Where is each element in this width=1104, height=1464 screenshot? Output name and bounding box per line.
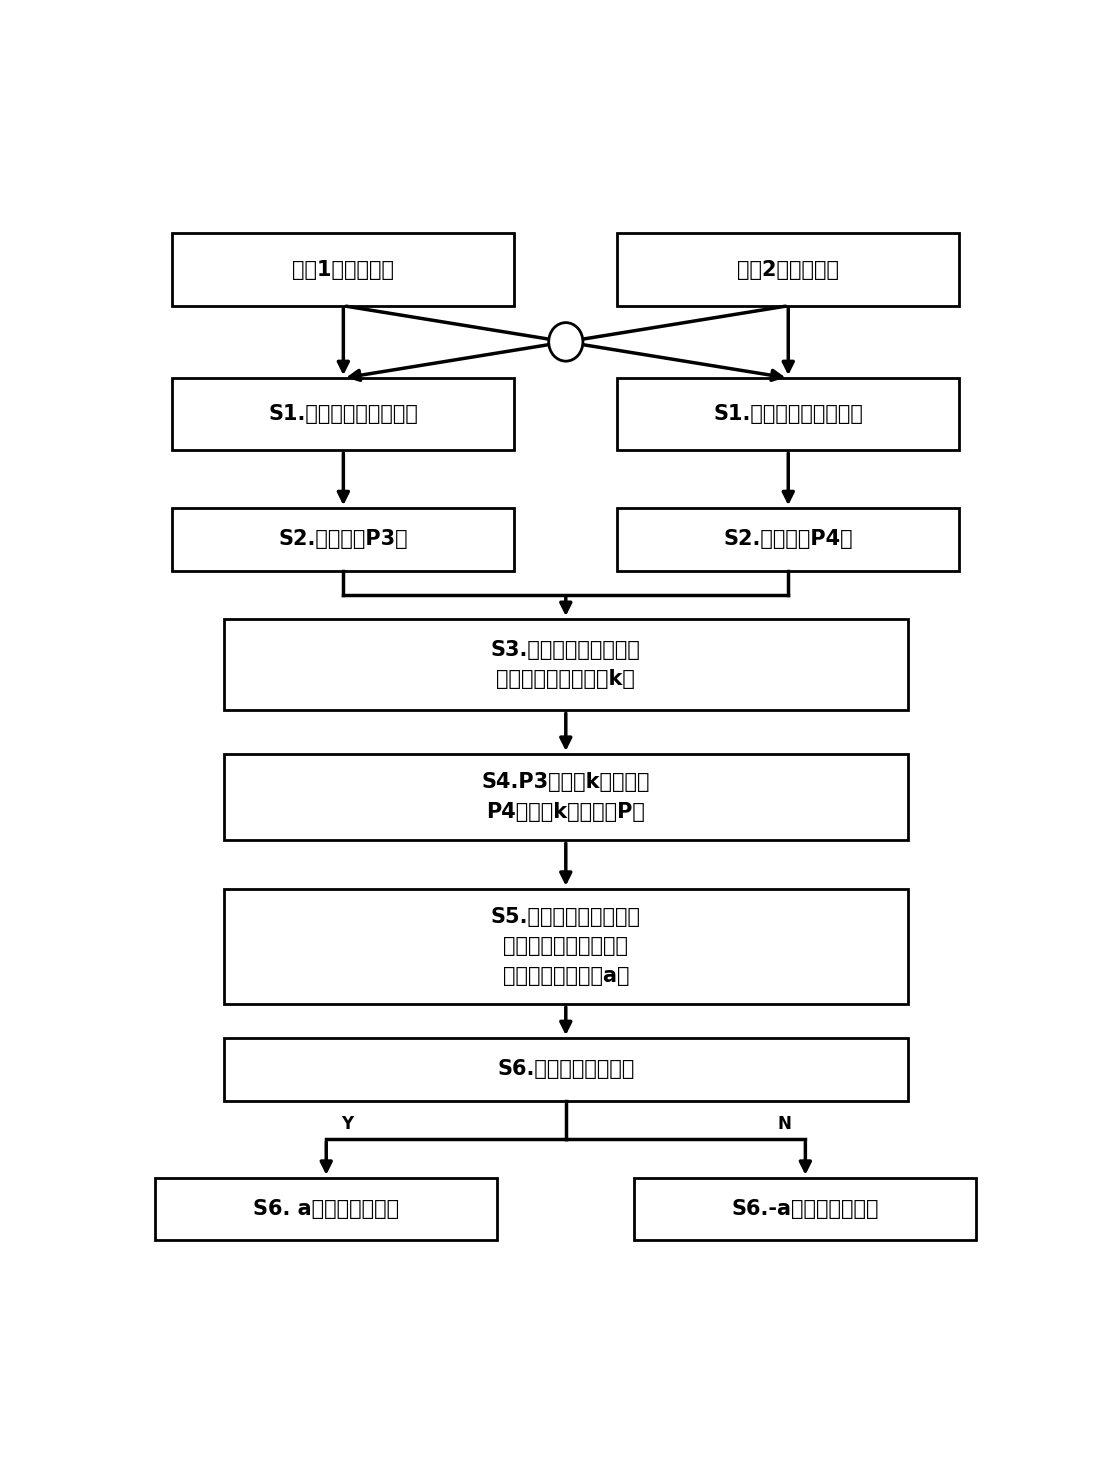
Text: S6.-a即为所求角度；: S6.-a即为所求角度； bbox=[732, 1199, 879, 1220]
FancyBboxPatch shape bbox=[617, 233, 959, 306]
Text: S3.进行恒虚警检测，得
到目标在频谱中位置k；: S3.进行恒虚警检测，得 到目标在频谱中位置k； bbox=[491, 640, 640, 690]
FancyBboxPatch shape bbox=[223, 619, 909, 710]
Circle shape bbox=[549, 322, 583, 362]
FancyBboxPatch shape bbox=[617, 508, 959, 571]
Text: 天线2时域信号；: 天线2时域信号； bbox=[737, 259, 839, 280]
Text: S1.两个时域信号相加；: S1.两个时域信号相加； bbox=[713, 404, 863, 425]
Text: S2.求得频谱P4；: S2.求得频谱P4； bbox=[723, 530, 853, 549]
FancyBboxPatch shape bbox=[172, 508, 514, 571]
FancyBboxPatch shape bbox=[634, 1177, 977, 1240]
Text: S2.求得频谱P3；: S2.求得频谱P3； bbox=[278, 530, 408, 549]
Text: S1.两个时域信号相减；: S1.两个时域信号相减； bbox=[268, 404, 418, 425]
Text: 天线1时域信号；: 天线1时域信号； bbox=[293, 259, 394, 280]
FancyBboxPatch shape bbox=[617, 378, 959, 451]
FancyBboxPatch shape bbox=[223, 1038, 909, 1101]
FancyBboxPatch shape bbox=[223, 889, 909, 1004]
Text: S6.虚部是否为负数；: S6.虚部是否为负数； bbox=[497, 1060, 635, 1079]
Text: S5.求模値，根据模値求
得相位差，根据相位差
求得所需要的角度a；: S5.求模値，根据模値求 得相位差，根据相位差 求得所需要的角度a； bbox=[491, 906, 640, 987]
Text: S4.P3中位置k数値除以
P4中位置k数値得到P；: S4.P3中位置k数値除以 P4中位置k数値得到P； bbox=[481, 773, 650, 821]
FancyBboxPatch shape bbox=[172, 233, 514, 306]
Text: S6. a即为所求角度；: S6. a即为所求角度； bbox=[253, 1199, 400, 1220]
Text: Y: Y bbox=[341, 1116, 353, 1133]
FancyBboxPatch shape bbox=[223, 754, 909, 840]
Text: N: N bbox=[777, 1116, 790, 1133]
FancyBboxPatch shape bbox=[172, 378, 514, 451]
FancyBboxPatch shape bbox=[155, 1177, 497, 1240]
